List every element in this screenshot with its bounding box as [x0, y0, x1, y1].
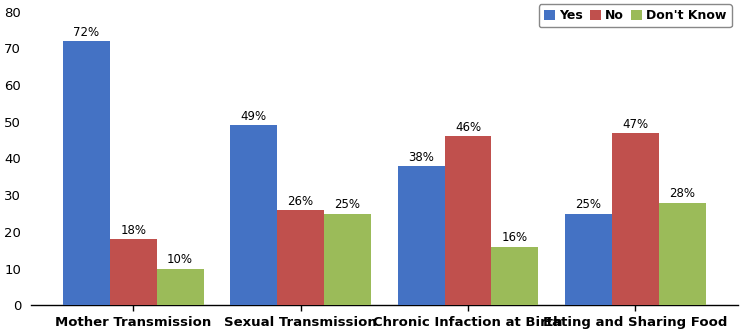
Text: 26%: 26%	[287, 195, 314, 208]
Bar	[612, 133, 658, 305]
Bar	[63, 41, 110, 305]
Bar	[565, 213, 612, 305]
Text: 46%: 46%	[455, 121, 481, 134]
Text: 49%: 49%	[241, 110, 267, 123]
Text: 25%: 25%	[575, 198, 602, 211]
Bar	[491, 247, 538, 305]
Bar	[230, 126, 278, 305]
Bar	[398, 166, 445, 305]
Text: 47%: 47%	[622, 118, 649, 131]
Text: 25%: 25%	[334, 198, 361, 211]
Text: 10%: 10%	[167, 253, 193, 266]
Text: 18%: 18%	[120, 224, 146, 237]
Text: 38%: 38%	[408, 151, 434, 164]
Bar	[110, 239, 157, 305]
Bar	[157, 269, 203, 305]
Bar	[324, 213, 371, 305]
Bar	[658, 202, 706, 305]
Text: 72%: 72%	[74, 26, 100, 39]
Bar	[278, 210, 324, 305]
Legend: Yes, No, Don't Know: Yes, No, Don't Know	[538, 4, 731, 27]
Bar	[445, 137, 491, 305]
Text: 28%: 28%	[669, 187, 695, 200]
Text: 16%: 16%	[502, 231, 528, 244]
